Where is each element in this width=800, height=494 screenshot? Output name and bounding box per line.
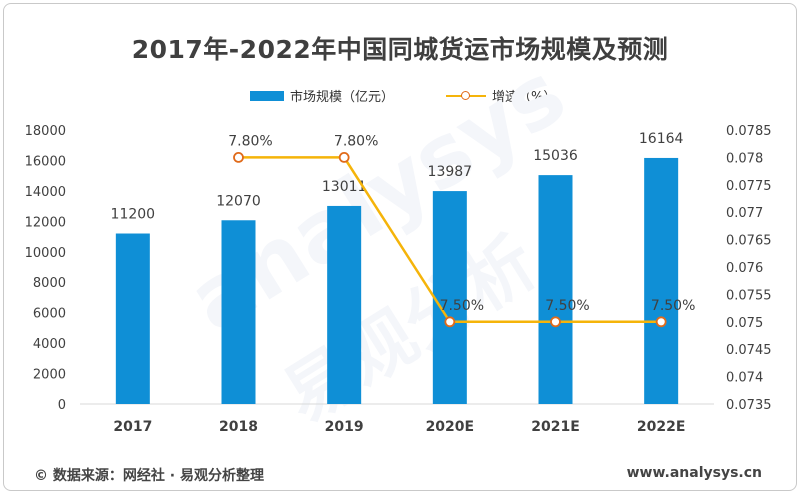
y-right-tick-label: 0.0735 xyxy=(726,398,772,413)
y-right-tick-label: 0.077 xyxy=(726,206,763,221)
y-left-tick-label: 4000 xyxy=(33,337,66,352)
growth-value-label: 7.50% xyxy=(545,298,589,314)
bar-value-label: 11200 xyxy=(111,207,156,223)
chart-frame: 2017年-2022年中国同城货运市场规模及预测 市场规模（亿元） 增速（%） … xyxy=(3,3,797,491)
y-left-tick-label: 14000 xyxy=(25,185,66,200)
y-right-tick-label: 0.078 xyxy=(726,151,763,166)
y-left-tick-label: 2000 xyxy=(33,368,66,383)
x-tick-label: 2022E xyxy=(637,419,686,435)
chart-title: 2017年-2022年中国同城货运市场规模及预测 xyxy=(131,35,669,64)
bar-value-label: 13987 xyxy=(428,164,473,180)
legend-item-line: 增速（%） xyxy=(446,86,556,105)
bar-value-label: 16164 xyxy=(639,131,684,147)
legend-line-swatch xyxy=(446,90,486,101)
y-right-tick-label: 0.0785 xyxy=(726,124,772,139)
x-tick-label: 2018 xyxy=(219,419,258,435)
y-right-tick-label: 0.076 xyxy=(726,261,763,276)
growth-point xyxy=(444,316,456,328)
y-left-tick-label: 0 xyxy=(58,398,66,413)
growth-point xyxy=(233,151,244,163)
bar-value-label: 13011 xyxy=(322,179,367,195)
y-right-tick-label: 0.0755 xyxy=(726,288,772,303)
growth-point xyxy=(338,151,350,163)
source-note: © 数据来源：网经社 · 易观分析整理 xyxy=(34,468,264,484)
legend-line-label: 增速（%） xyxy=(492,90,557,105)
x-tick-label: 2019 xyxy=(325,419,364,435)
y-left-tick-label: 16000 xyxy=(25,154,66,169)
y-left-tick-label: 10000 xyxy=(25,246,66,261)
x-tick-label: 2017 xyxy=(113,419,152,435)
growth-value-label: 7.80% xyxy=(228,133,272,149)
bar-value-label: 15036 xyxy=(533,148,578,164)
y-right-tick-label: 0.074 xyxy=(726,371,763,386)
bar xyxy=(538,175,573,404)
y-left-tick-label: 12000 xyxy=(25,215,66,230)
y-left-tick-label: 8000 xyxy=(33,276,66,291)
source-url: www.analysys.cn xyxy=(626,465,762,481)
x-tick-label: 2021E xyxy=(531,419,580,435)
bar-value-label: 12070 xyxy=(216,193,261,209)
legend-bar-swatch xyxy=(250,90,284,101)
bar xyxy=(644,157,679,404)
legend: 市场规模（亿元） 增速（%） xyxy=(4,86,796,106)
y-right-tick-label: 0.0765 xyxy=(726,234,772,249)
legend-bar-label: 市场规模（亿元） xyxy=(290,90,395,105)
bar xyxy=(221,220,256,404)
bar xyxy=(115,233,150,404)
growth-point xyxy=(550,316,561,328)
x-tick-label: 2020E xyxy=(426,419,475,435)
growth-value-label: 7.50% xyxy=(440,298,484,314)
bar xyxy=(327,205,362,404)
bar xyxy=(432,191,467,404)
growth-value-label: 7.80% xyxy=(334,133,378,149)
chart-plot: 0 2000 4000 6000 8000 10000 12000 14000 16000 180… xyxy=(25,124,772,435)
y-right-tick-label: 0.075 xyxy=(726,316,763,331)
growth-value-label: 7.50% xyxy=(651,298,695,314)
y-left-tick-label: 6000 xyxy=(33,307,66,322)
growth-point xyxy=(655,316,667,328)
y-right-tick-label: 0.0745 xyxy=(726,343,772,358)
y-left-tick-label: 18000 xyxy=(25,124,66,139)
y-right-tick-label: 0.0775 xyxy=(726,179,772,194)
legend-item-bar: 市场规模（亿元） xyxy=(250,86,394,105)
